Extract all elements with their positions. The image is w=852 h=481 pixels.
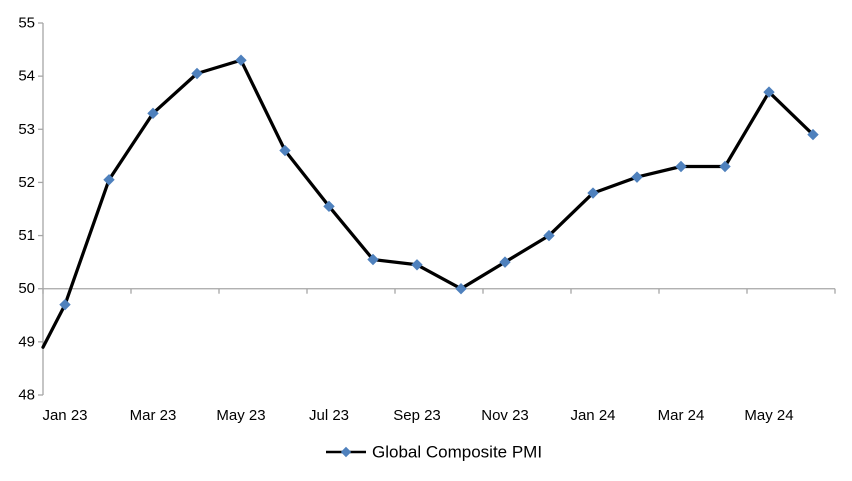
y-axis-tick-label: 53 — [18, 121, 35, 138]
y-axis-tick-label: 50 — [18, 280, 35, 297]
data-point-diamond-icon — [191, 67, 203, 80]
legend-diamond-icon — [340, 446, 352, 458]
pmi-data-line — [41, 58, 815, 349]
data-point-diamond-icon — [279, 144, 291, 157]
data-point-diamond-icon — [59, 298, 71, 311]
legend-label: Global Composite PMI — [372, 443, 542, 462]
data-point-diamond-icon — [235, 54, 247, 66]
y-axis-tick-label: 49 — [18, 333, 35, 350]
data-point-diamond-icon — [367, 253, 379, 266]
data-point-diamond-icon — [763, 86, 775, 98]
data-point-diamond-icon — [631, 171, 643, 183]
y-axis-tick-label: 51 — [18, 227, 35, 244]
x-axis-tick-label: Mar 23 — [130, 407, 177, 424]
x-axis-tick-label: Mar 24 — [658, 407, 705, 424]
data-point-diamond-icon — [675, 160, 687, 173]
y-axis-tick-label: 52 — [18, 174, 35, 191]
data-point-diamond-icon — [807, 128, 819, 141]
y-axis-tick-label: 55 — [18, 15, 35, 32]
y-axis-tick-label: 48 — [18, 387, 35, 404]
data-point-diamond-icon — [323, 200, 335, 213]
y-axis-tick-label: 54 — [18, 68, 35, 85]
data-point-diamond-icon — [587, 187, 599, 199]
data-point-diamond-icon — [455, 283, 467, 295]
x-axis-tick-label: Sep 23 — [393, 407, 441, 424]
data-point-diamond-icon — [499, 256, 511, 268]
data-point-diamond-icon — [543, 229, 555, 242]
data-point-diamond-icon — [147, 107, 159, 120]
x-axis-tick-label: Nov 23 — [481, 407, 529, 424]
data-point-diamond-icon — [411, 259, 423, 271]
data-point-diamond-icon — [103, 174, 115, 186]
x-axis-tick-label: May 24 — [744, 407, 793, 424]
x-axis-tick-label: Jul 23 — [309, 407, 349, 424]
data-point-diamond-icon — [719, 160, 731, 173]
x-axis-tick-label: Jan 23 — [42, 407, 87, 424]
x-axis-tick-label: Jan 24 — [570, 407, 615, 424]
x-axis-tick-label: May 23 — [216, 407, 265, 424]
